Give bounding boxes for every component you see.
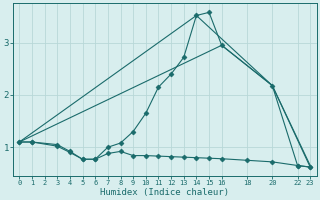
X-axis label: Humidex (Indice chaleur): Humidex (Indice chaleur) <box>100 188 229 197</box>
